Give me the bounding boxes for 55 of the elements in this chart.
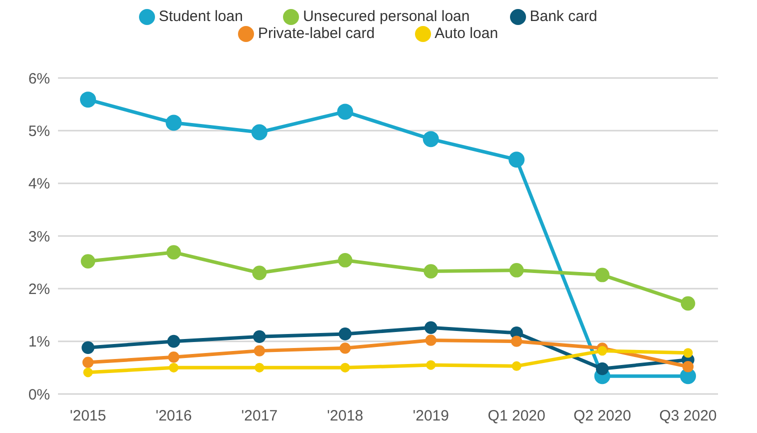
- point: [683, 348, 693, 358]
- point: [340, 362, 350, 372]
- point: [254, 362, 264, 372]
- point: [252, 266, 267, 280]
- point: [597, 346, 608, 356]
- point: [595, 268, 610, 282]
- point: [509, 263, 524, 278]
- legend-label: Auto loan: [434, 25, 498, 42]
- legend-label: Unsecured personal loan: [302, 8, 470, 25]
- point: [338, 253, 352, 268]
- x-tick-label: Q1 2020: [488, 408, 546, 425]
- legend-label: Bank card: [530, 8, 598, 25]
- point: [508, 152, 525, 168]
- point: [168, 352, 180, 363]
- y-tick-label: 1%: [28, 334, 50, 351]
- point: [424, 321, 438, 334]
- y-tick-label: 5%: [28, 122, 50, 140]
- point: [82, 341, 94, 354]
- point: [426, 360, 436, 370]
- point: [166, 114, 182, 131]
- x-tick-label: Q3 2020: [659, 408, 717, 425]
- point: [80, 92, 96, 108]
- x-tick-label: '2015: [70, 408, 106, 425]
- y-tick-label: 6%: [28, 70, 50, 88]
- point: [251, 124, 268, 140]
- point: [338, 328, 352, 340]
- point: [83, 368, 93, 378]
- point: [425, 334, 436, 346]
- y-tick-label: 4%: [28, 176, 50, 193]
- point: [253, 330, 266, 343]
- point: [254, 345, 266, 356]
- x-tick-label: '2016: [156, 408, 192, 425]
- point: [80, 254, 96, 268]
- point: [82, 356, 94, 368]
- point: [337, 104, 354, 120]
- point: [424, 264, 438, 278]
- point: [682, 361, 694, 372]
- point: [167, 334, 180, 348]
- point: [166, 245, 181, 260]
- x-tick-label: Q2 2020: [574, 408, 632, 425]
- point: [512, 361, 522, 371]
- point: [168, 362, 179, 372]
- legend-label: Student loan: [158, 8, 243, 25]
- point: [510, 336, 522, 347]
- point: [340, 342, 351, 354]
- point: [680, 296, 696, 311]
- legend-label: Private-label card: [258, 25, 375, 42]
- y-tick-label: 0%: [28, 386, 50, 404]
- point: [422, 131, 439, 148]
- point: [596, 362, 609, 376]
- x-tick-label: '2019: [412, 408, 449, 425]
- x-tick-label: '2017: [241, 408, 278, 425]
- y-tick-label: 2%: [28, 280, 50, 298]
- y-tick-label: 3%: [28, 228, 50, 246]
- x-tick-label: '2018: [327, 408, 364, 425]
